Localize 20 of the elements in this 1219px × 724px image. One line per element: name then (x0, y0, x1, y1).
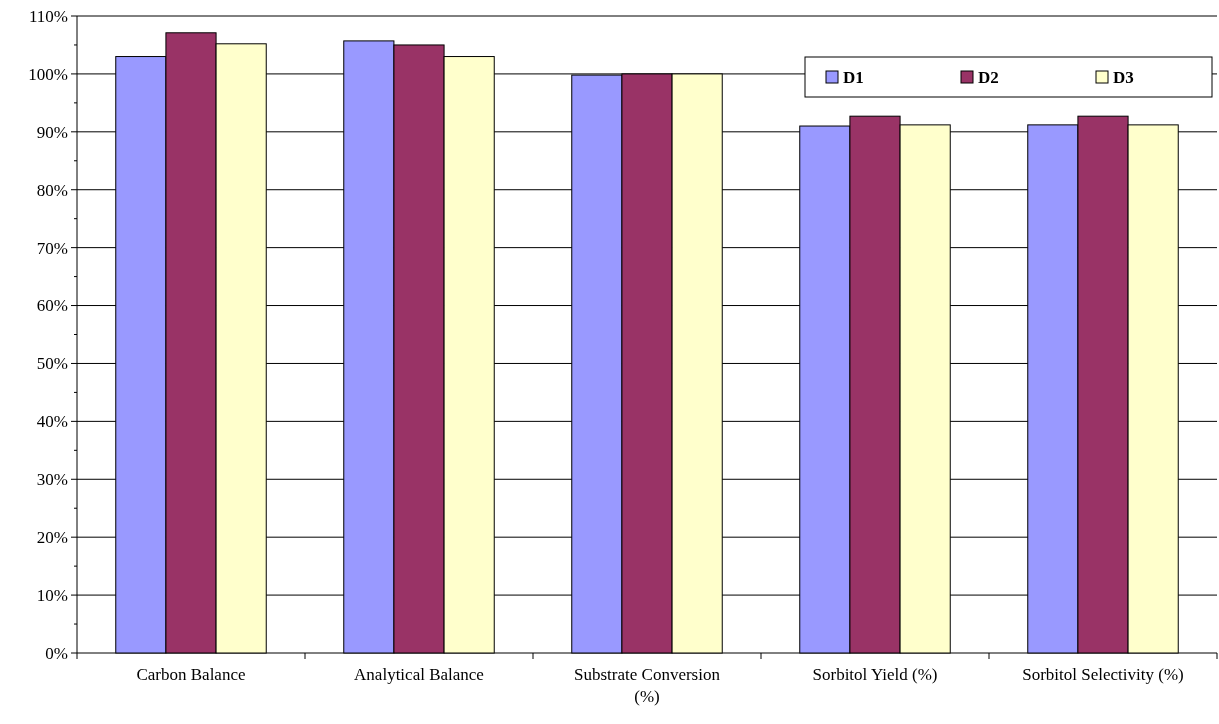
y-tick-label: 20% (36, 528, 68, 548)
y-tick-label: 80% (36, 180, 68, 200)
x-tick-label: Sorbitol Selectivity (%) (1022, 665, 1184, 684)
y-tick-label: 60% (36, 296, 68, 316)
x-tick-label: Sorbitol Yield (%) (812, 665, 938, 684)
y-tick-label: 70% (36, 238, 68, 258)
x-tick-label: Analytical Balance (354, 665, 484, 684)
y-tick-label: 90% (36, 122, 68, 142)
y-tick-label: 10% (36, 586, 68, 606)
x-tick-label: Substrate Conversion (%) (574, 665, 721, 706)
x-tick-label: Carbon Balance (136, 665, 246, 684)
legend-label: D2 (978, 67, 999, 87)
legend-label: D3 (1113, 67, 1134, 87)
y-tick-label: 0% (45, 643, 68, 663)
y-tick-label: 30% (36, 470, 68, 490)
y-tick-label: 50% (36, 354, 68, 374)
y-tick-label: 100% (28, 64, 68, 84)
y-tick-label: 110% (28, 6, 68, 26)
legend-label: D1 (843, 67, 864, 87)
y-tick-label: 40% (36, 412, 68, 432)
